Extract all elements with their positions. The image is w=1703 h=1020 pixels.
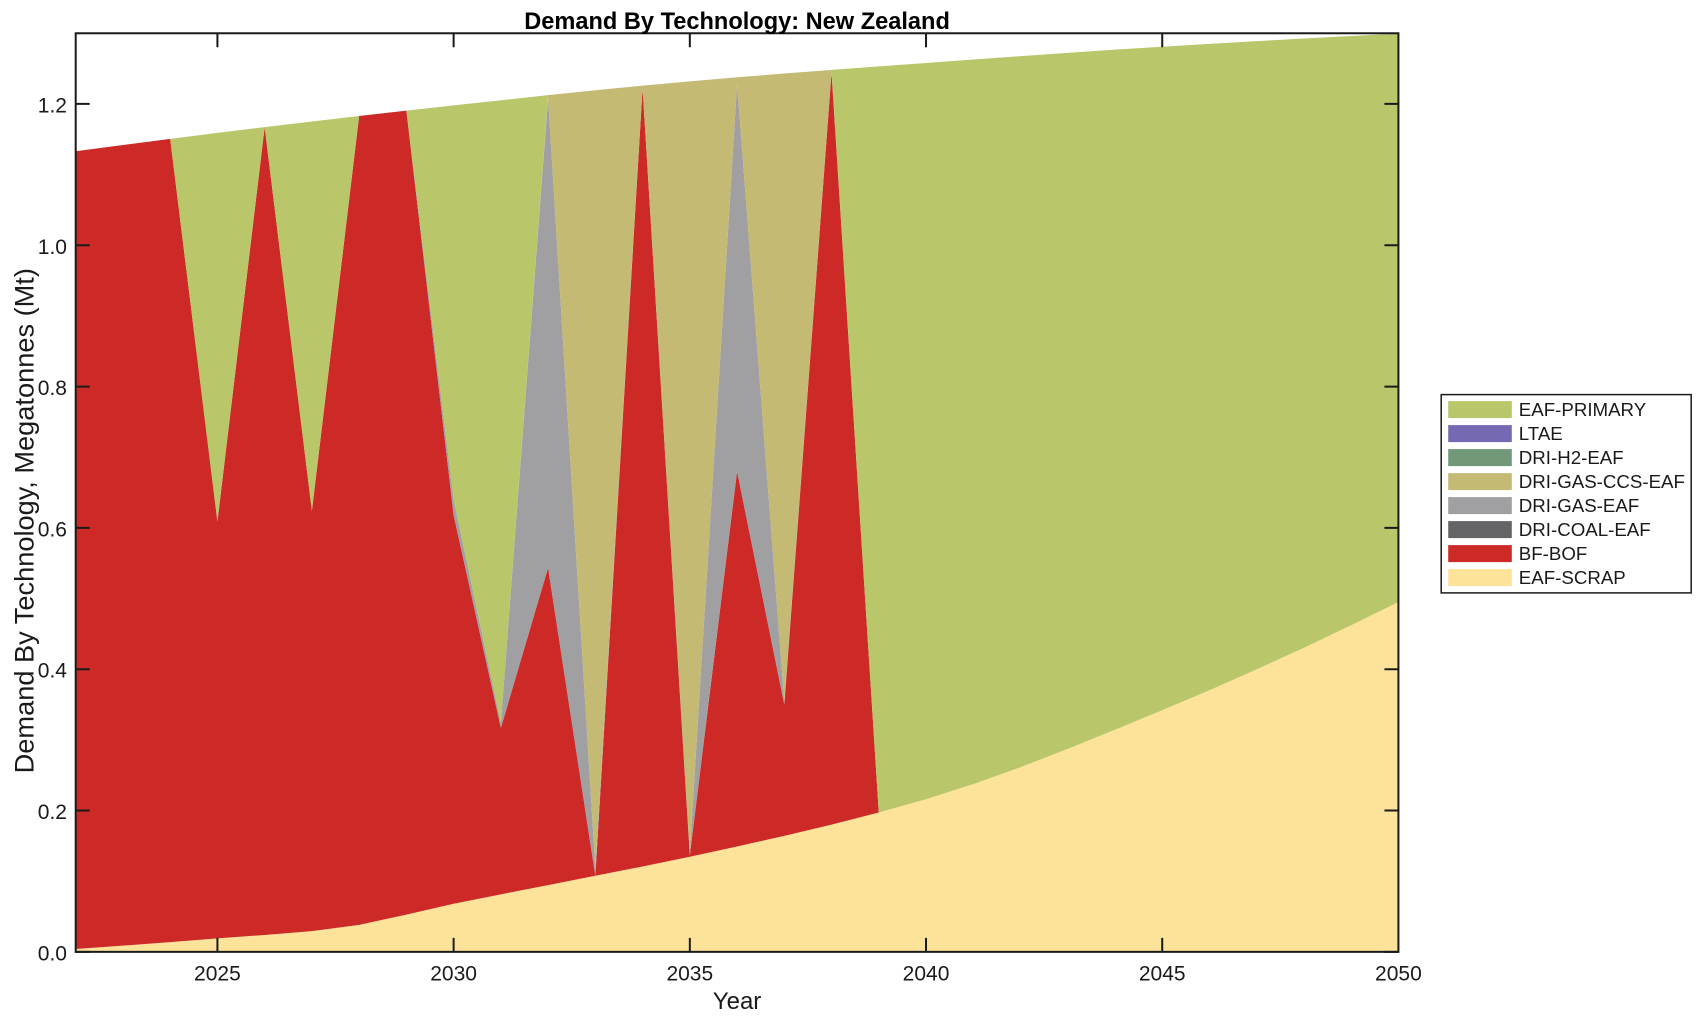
- svg-text:2050: 2050: [1375, 963, 1422, 986]
- svg-text:2035: 2035: [666, 963, 713, 986]
- svg-text:0.8: 0.8: [38, 377, 67, 400]
- svg-text:EAF-PRIMARY: EAF-PRIMARY: [1519, 399, 1647, 420]
- svg-text:2040: 2040: [903, 963, 950, 986]
- svg-text:Year: Year: [713, 988, 762, 1015]
- svg-text:2025: 2025: [194, 963, 241, 986]
- svg-text:Demand By Technology: New Zeal: Demand By Technology: New Zealand: [524, 9, 950, 35]
- svg-text:0.2: 0.2: [38, 801, 67, 824]
- svg-text:1.2: 1.2: [38, 94, 67, 117]
- svg-text:2030: 2030: [430, 963, 477, 986]
- svg-text:0.6: 0.6: [38, 518, 67, 541]
- svg-text:DRI-COAL-EAF: DRI-COAL-EAF: [1519, 519, 1651, 540]
- svg-text:DRI-H2-EAF: DRI-H2-EAF: [1519, 447, 1624, 468]
- svg-text:2045: 2045: [1139, 963, 1186, 986]
- svg-text:1.0: 1.0: [38, 236, 67, 259]
- svg-text:0.4: 0.4: [38, 660, 68, 683]
- svg-text:BF-BOF: BF-BOF: [1519, 543, 1588, 564]
- svg-text:EAF-SCRAP: EAF-SCRAP: [1519, 567, 1626, 588]
- svg-text:Demand By Technology, Megatonn: Demand By Technology, Megatonnes (Mt): [9, 268, 40, 773]
- svg-text:0.0: 0.0: [38, 942, 67, 965]
- svg-text:DRI-GAS-CCS-EAF: DRI-GAS-CCS-EAF: [1519, 471, 1685, 492]
- svg-text:LTAE: LTAE: [1519, 423, 1563, 444]
- svg-text:DRI-GAS-EAF: DRI-GAS-EAF: [1519, 495, 1639, 516]
